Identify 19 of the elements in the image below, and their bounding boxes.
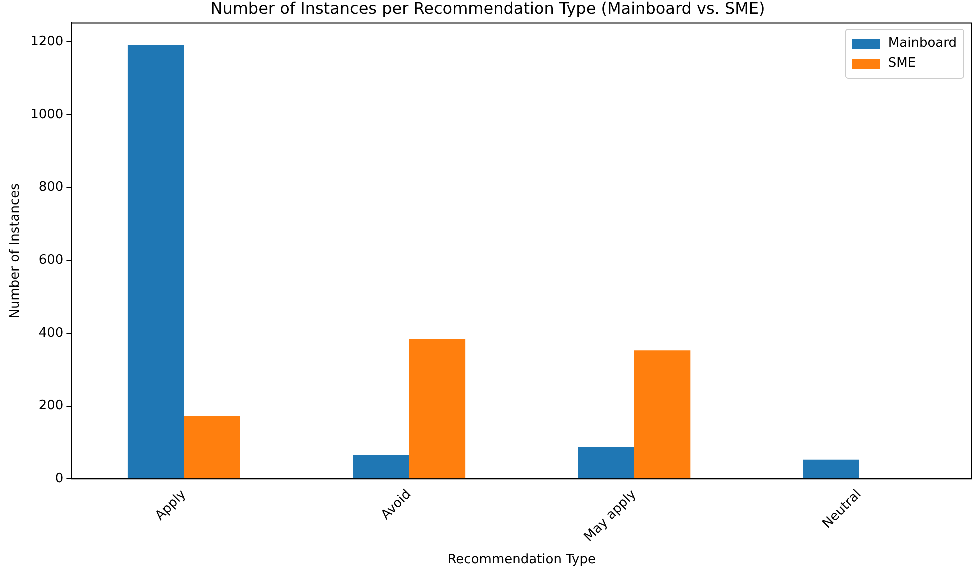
bar bbox=[578, 447, 634, 479]
y-axis-title: Number of Instances bbox=[8, 183, 24, 319]
bar bbox=[184, 416, 240, 479]
x-axis-title: Recommendation Type bbox=[448, 552, 596, 568]
legend-label: Mainboard bbox=[888, 35, 957, 54]
bar bbox=[128, 45, 184, 479]
bar bbox=[803, 460, 860, 479]
y-tick-label: 1000 bbox=[30, 107, 64, 122]
bar bbox=[409, 338, 466, 479]
y-tick-label: 1200 bbox=[30, 34, 64, 50]
y-tick-label: 0 bbox=[55, 472, 64, 487]
y-tick-label: 800 bbox=[38, 180, 64, 196]
bar bbox=[353, 455, 410, 479]
y-tick-label: 400 bbox=[38, 326, 64, 341]
chart-title: Number of Instances per Recommendation Type (Mainboard vs. SME) bbox=[210, 0, 766, 18]
legend-label: SME bbox=[888, 55, 916, 74]
y-tick-label: 200 bbox=[38, 398, 64, 414]
y-tick-label: 600 bbox=[38, 253, 64, 268]
bar bbox=[634, 350, 691, 479]
